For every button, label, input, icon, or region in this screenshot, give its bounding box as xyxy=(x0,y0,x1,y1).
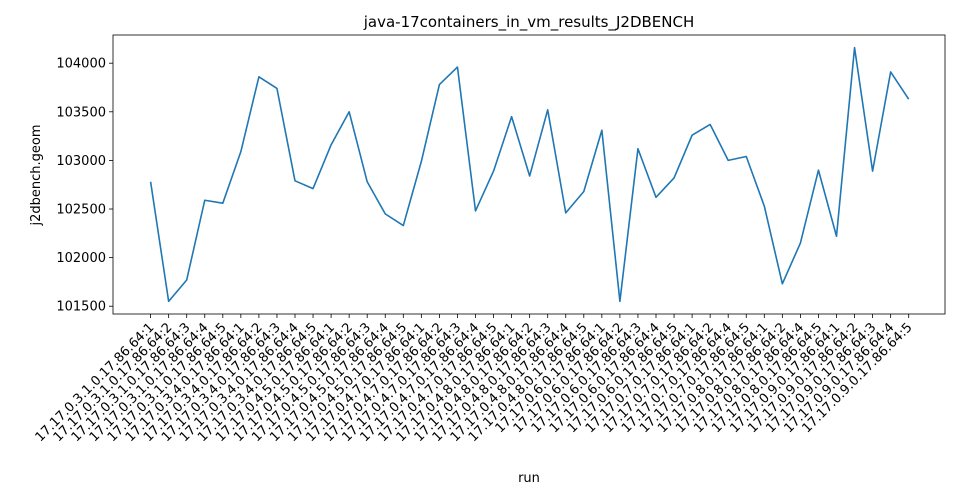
y-axis: 101500 102000 102500 103000 103500 104000 xyxy=(56,57,113,315)
y-tick-label: 104000 xyxy=(56,57,106,72)
y-tick-label: 102000 xyxy=(56,251,106,266)
series-line xyxy=(149,46,910,303)
y-tick-label: 101500 xyxy=(56,300,106,315)
y-tick-label: 103000 xyxy=(56,154,106,169)
y-tick-label: 102500 xyxy=(56,203,106,218)
x-axis: 17.17.0.3.1.0.17.86.64:117.17.0.3.1.0.17… xyxy=(33,314,916,445)
plot-area xyxy=(112,34,946,315)
x-axis-label: run xyxy=(518,471,540,486)
chart-title: java-17containers_in_vm_results_J2DBENCH xyxy=(363,13,695,32)
y-tick-label: 103500 xyxy=(56,105,106,120)
y-axis-label: j2dbench.geom xyxy=(29,124,44,226)
axes-frame xyxy=(112,34,946,315)
